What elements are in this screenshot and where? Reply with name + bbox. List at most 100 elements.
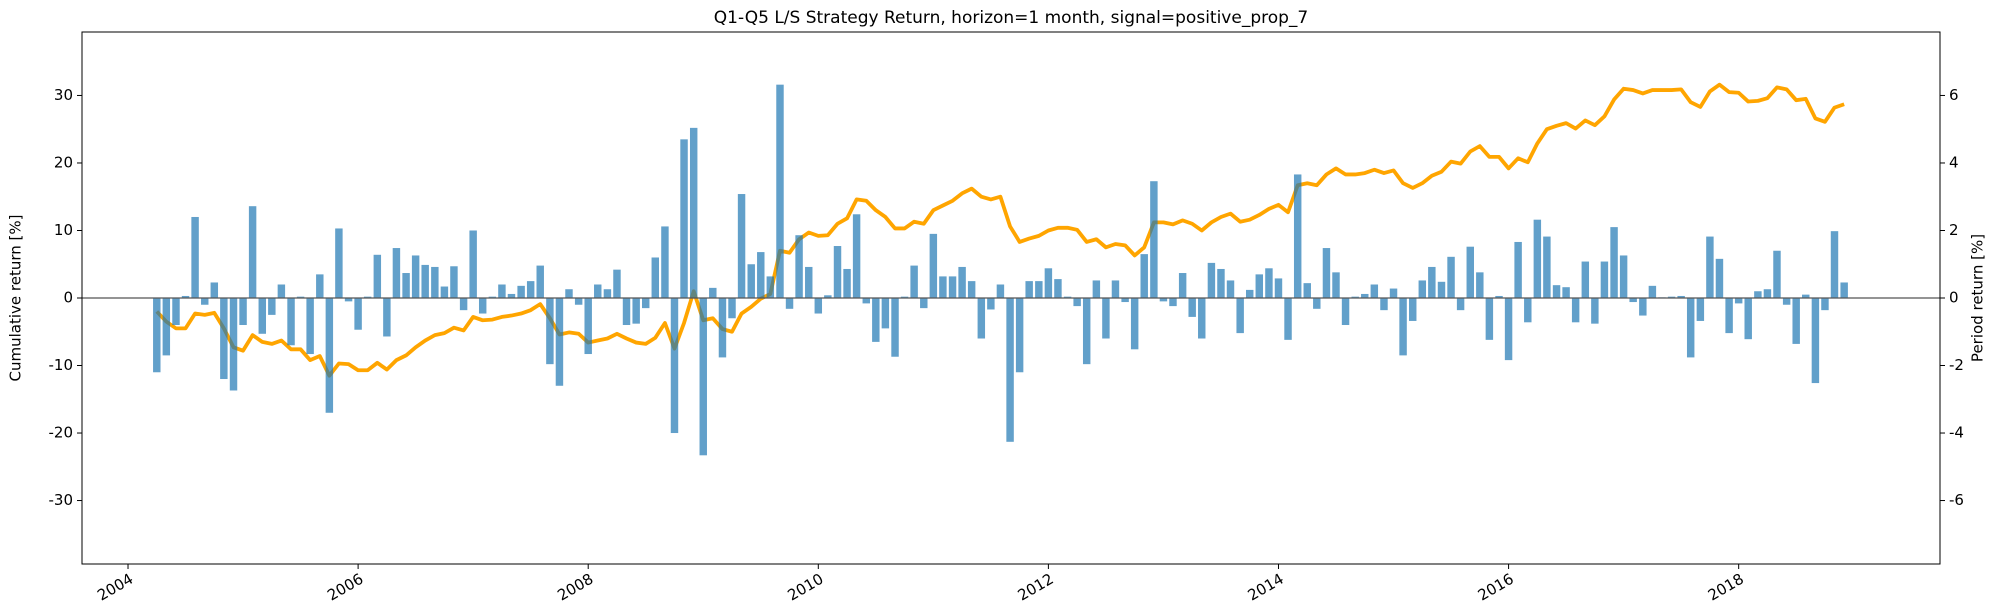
- bar: [1370, 284, 1379, 298]
- bar: [1380, 298, 1388, 311]
- bar: [1178, 273, 1187, 298]
- y-tick-label: -20: [49, 424, 74, 442]
- bar: [325, 298, 334, 413]
- bar: [220, 298, 228, 380]
- bar: [670, 298, 679, 434]
- bar: [958, 266, 966, 298]
- bar: [948, 276, 957, 298]
- bar: [296, 296, 305, 298]
- bar: [1025, 281, 1033, 298]
- bar: [1217, 268, 1225, 298]
- bar: [1102, 298, 1110, 339]
- bar: [1303, 283, 1311, 298]
- bar: [1706, 236, 1714, 298]
- bar: [939, 276, 947, 298]
- bar: [1744, 298, 1752, 340]
- y2-tick-label: -2: [1949, 356, 1964, 374]
- bar: [881, 298, 890, 329]
- bar: [1648, 285, 1657, 298]
- bar: [1313, 298, 1321, 309]
- bar: [689, 127, 698, 299]
- bar: [977, 298, 986, 339]
- x-tick-label: 2018: [1705, 570, 1747, 605]
- bar: [862, 298, 870, 304]
- bar: [900, 296, 909, 298]
- bar: [1044, 268, 1053, 298]
- bar: [987, 298, 995, 310]
- bar: [1610, 227, 1618, 298]
- bar: [1054, 279, 1062, 298]
- bar: [383, 298, 391, 337]
- bar: [162, 298, 171, 356]
- y2-tick-label: -4: [1949, 424, 1964, 442]
- bar: [843, 268, 851, 298]
- bar: [1524, 298, 1532, 323]
- bar: [1332, 272, 1340, 298]
- bar: [191, 216, 199, 298]
- bar: [929, 233, 938, 298]
- bar: [1485, 298, 1494, 340]
- bar: [1552, 285, 1561, 298]
- bar: [1514, 241, 1522, 298]
- bar: [555, 298, 564, 386]
- bar: [891, 298, 899, 357]
- bar: [1763, 289, 1772, 298]
- bar: [967, 281, 976, 298]
- bar: [718, 298, 727, 358]
- bar: [1629, 298, 1637, 303]
- bar: [1188, 298, 1196, 317]
- bar: [603, 289, 612, 298]
- bar: [344, 298, 353, 302]
- bar: [181, 295, 190, 298]
- bar: [1293, 174, 1302, 298]
- bar: [805, 266, 813, 298]
- y-axis-label: Cumulative return [%]: [7, 215, 25, 382]
- bar: [431, 266, 439, 298]
- y2-tick-label: 2: [1949, 221, 1959, 239]
- bar: [1811, 298, 1820, 384]
- x-tick-label: 2004: [94, 570, 136, 605]
- bar: [1361, 293, 1369, 298]
- bar: [507, 293, 516, 298]
- bar: [1802, 294, 1810, 298]
- y2-tick-label: -6: [1949, 491, 1964, 509]
- bar: [277, 284, 286, 298]
- bar: [824, 295, 832, 298]
- bar: [354, 298, 362, 330]
- bar: [440, 286, 449, 298]
- bar: [709, 287, 717, 298]
- bar: [1715, 258, 1724, 298]
- x-tick-label: 2008: [554, 570, 596, 605]
- bar: [1159, 298, 1168, 302]
- y2-tick-label: 6: [1949, 86, 1959, 104]
- bar: [565, 289, 573, 298]
- bar: [920, 298, 928, 309]
- bar: [258, 298, 267, 334]
- bar: [613, 269, 621, 298]
- bar: [1121, 298, 1129, 303]
- bar: [1782, 298, 1791, 305]
- bar: [1409, 298, 1417, 321]
- bar: [852, 214, 861, 298]
- bar: [1428, 266, 1436, 298]
- bar: [1063, 296, 1072, 298]
- bar: [1677, 295, 1685, 298]
- x-tick-label: 2010: [784, 570, 826, 605]
- bar: [642, 298, 650, 309]
- bar: [747, 264, 755, 298]
- bar: [1245, 289, 1254, 298]
- chart-title: Q1-Q5 L/S Strategy Return, horizon=1 mon…: [714, 8, 1308, 28]
- bar: [498, 284, 506, 298]
- bar: [210, 282, 219, 298]
- bar: [1226, 280, 1235, 298]
- bar: [757, 252, 765, 298]
- bar: [910, 265, 918, 298]
- bar: [1082, 298, 1091, 365]
- bar: [1466, 246, 1474, 298]
- bar: [316, 274, 324, 298]
- bar: [594, 284, 602, 298]
- bar: [1792, 298, 1800, 344]
- y-tick-label: 10: [54, 221, 73, 239]
- bar: [469, 230, 477, 298]
- bar: [1035, 281, 1043, 298]
